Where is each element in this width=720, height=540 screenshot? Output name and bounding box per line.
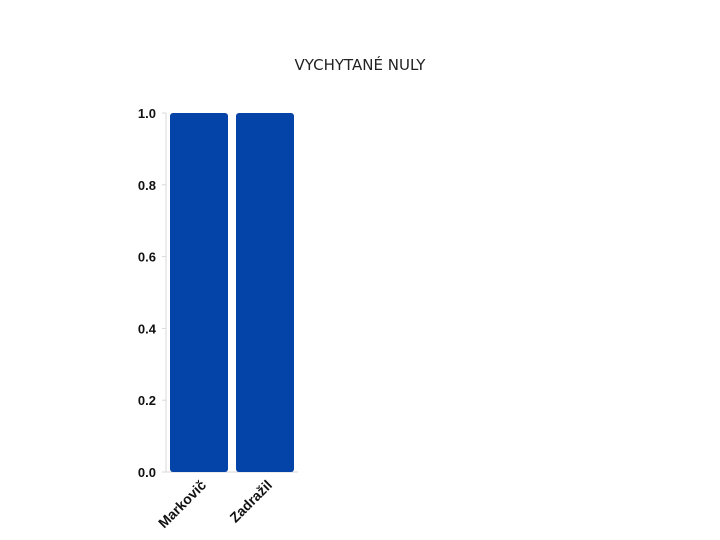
x-axis-labels: Markovič Zadražil (155, 477, 275, 531)
y-tick-label: 0.2 (138, 393, 156, 408)
x-category-label: Zadražil (226, 477, 275, 526)
y-tick-label: 0.0 (138, 465, 156, 480)
y-tick-label: 1.0 (138, 106, 156, 121)
bar-2 (236, 113, 294, 472)
bars-group (170, 113, 294, 472)
y-tick-label: 0.4 (138, 321, 157, 336)
bar-1 (170, 113, 228, 472)
chart-title: VYCHYTANÉ NULY (295, 55, 427, 74)
x-category-label: Markovič (155, 477, 209, 531)
y-axis: 0.0 0.2 0.4 0.6 0.8 1.0 (138, 106, 298, 480)
y-tick-label: 0.6 (138, 250, 156, 265)
y-tick-label: 0.8 (138, 178, 156, 193)
